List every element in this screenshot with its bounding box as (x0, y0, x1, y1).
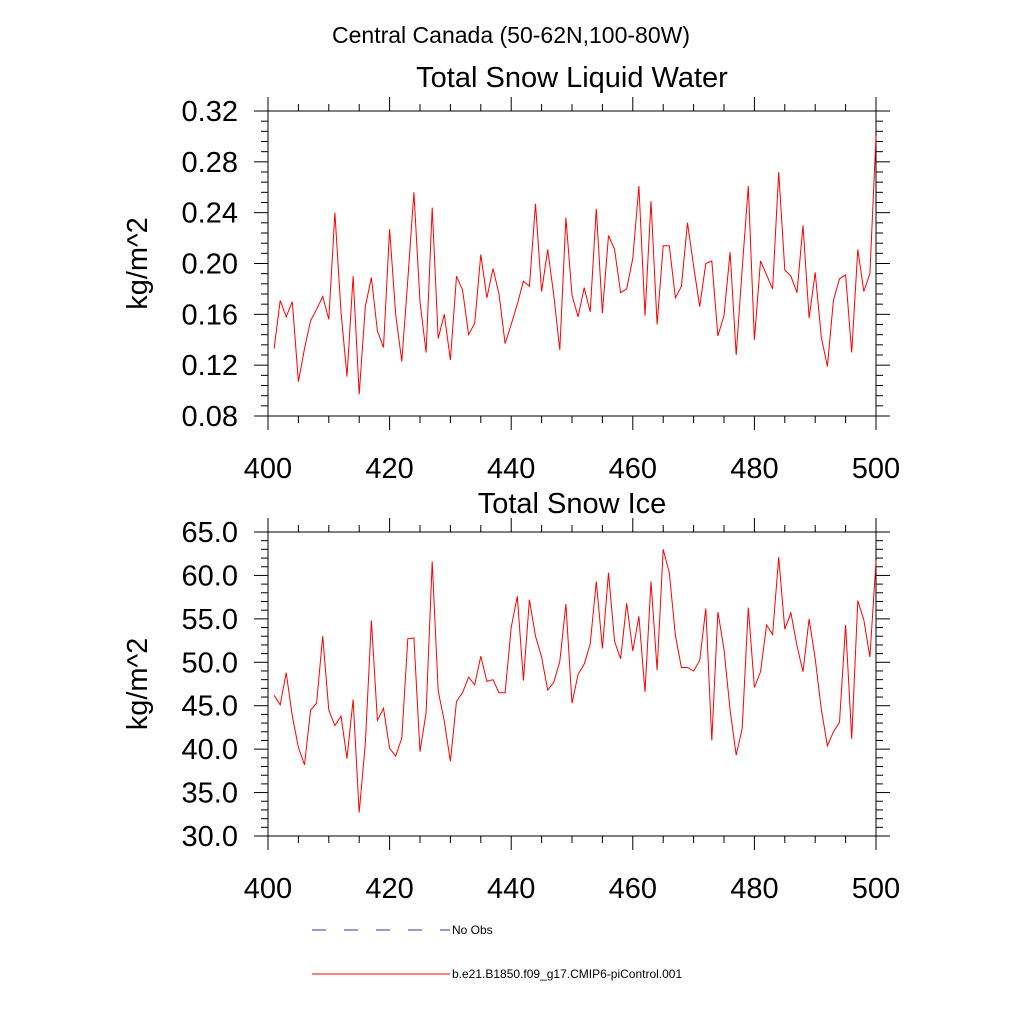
chart0-ylabel: kg/m^2 (122, 217, 154, 310)
chart1-frame (267, 531, 877, 837)
chart0-ytick-label: 0.08 (182, 401, 238, 433)
chart0-xtick-label: 440 (487, 453, 535, 485)
chart0-ytick-label: 0.20 (182, 249, 238, 281)
panel-snow-liquid-water: Total Snow Liquid Water kg/m^2 400 420 440 46… (122, 62, 900, 485)
chart1-ytick-label: 65.0 (182, 517, 238, 549)
chart0-xtick-label: 480 (730, 453, 778, 485)
chart0-ytick-label: 0.28 (182, 147, 238, 179)
legend-model-label: b.e21.B1850.f09_g17.CMIP6-piControl.001 (452, 967, 682, 981)
chart0-xtick-label: 420 (365, 453, 413, 485)
chart1-ytick-label: 55.0 (182, 604, 238, 636)
legend-no-obs-label: No Obs (452, 923, 493, 937)
chart0-ytick-label: 0.12 (182, 350, 238, 382)
figure-title: Central Canada (50-62N,100-80W) (332, 22, 690, 48)
chart1-xtick-label: 500 (852, 873, 900, 905)
chart1-series-0-line (273, 549, 877, 813)
chart0-title: Total Snow Liquid Water (416, 62, 728, 94)
chart0-xtick-label: 460 (609, 453, 657, 485)
chart1-ytick-label: 30.0 (182, 821, 238, 853)
chart1-title: Total Snow Ice (478, 488, 667, 520)
chart1-xtick-label: 460 (609, 873, 657, 905)
chart1-ytick-label: 40.0 (182, 734, 238, 766)
chart1-xtick-label: 480 (730, 873, 778, 905)
chart1-xtick-label: 400 (244, 873, 292, 905)
chart0-ytick-label: 0.32 (182, 96, 238, 128)
chart0-xtick-label: 500 (852, 453, 900, 485)
chart1-ytick-label: 50.0 (182, 647, 238, 679)
panel-snow-ice: Total Snow Ice kg/m^2 400 420 440 460 480 500 30… (122, 488, 900, 905)
chart1-xtick-label: 440 (487, 873, 535, 905)
chart1-xtick-label: 420 (365, 873, 413, 905)
chart1-ylabel: kg/m^2 (122, 638, 154, 731)
chart1-ytick-label: 45.0 (182, 691, 238, 723)
chart1-ytick-label: 60.0 (182, 560, 238, 592)
legend: No Obs b.e21.B1850.f09_g17.CMIP6-piContr… (312, 923, 682, 981)
chart0-xtick-label: 400 (244, 453, 292, 485)
chart1-ytick-label: 35.0 (182, 778, 238, 810)
chart0-ytick-label: 0.24 (182, 198, 238, 230)
chart0-series-0-line (273, 136, 877, 395)
chart0-ytick-label: 0.16 (182, 299, 238, 331)
